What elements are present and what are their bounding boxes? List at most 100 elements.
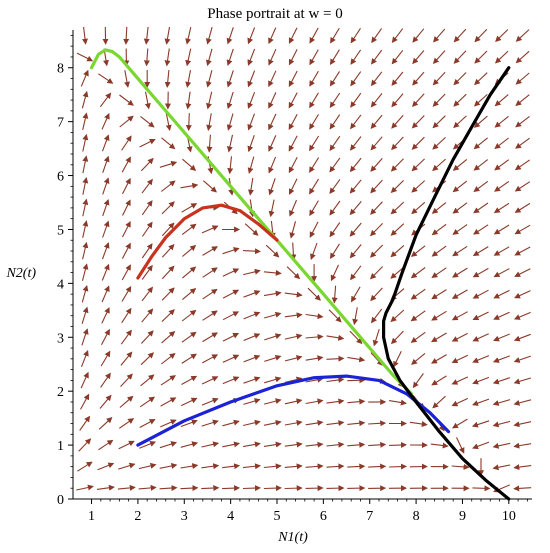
field-arrow xyxy=(141,286,154,302)
field-arrow xyxy=(284,376,303,383)
field-arrow xyxy=(159,485,178,492)
field-arrow xyxy=(326,463,345,470)
field-arrow xyxy=(81,263,89,281)
field-arrow xyxy=(100,372,111,388)
field-arrow xyxy=(82,198,89,217)
field-arrow xyxy=(101,328,110,346)
field-arrow xyxy=(119,395,134,408)
field-arrow xyxy=(305,376,324,383)
field-arrow xyxy=(453,115,467,129)
field-arrow xyxy=(432,71,446,86)
field-arrow xyxy=(268,178,276,196)
field-arrow xyxy=(102,155,110,173)
field-arrow xyxy=(242,248,261,255)
field-arrow xyxy=(347,377,366,384)
field-arrow xyxy=(182,288,197,301)
x-tick-label: 7 xyxy=(366,509,373,524)
field-arrow xyxy=(284,355,303,362)
field-arrow xyxy=(122,199,131,216)
field-arrow xyxy=(98,417,113,430)
trajectory-4 xyxy=(382,66,511,501)
field-arrow xyxy=(515,137,530,149)
field-arrow xyxy=(181,309,197,322)
chart-title: Phase portrait at w = 0 xyxy=(207,6,343,22)
field-arrow xyxy=(181,331,197,343)
field-arrow xyxy=(493,202,510,214)
y-tick-label: 3 xyxy=(57,331,64,346)
field-arrow xyxy=(330,264,339,282)
field-arrow xyxy=(206,91,213,110)
field-arrow xyxy=(139,441,157,449)
field-arrow xyxy=(140,115,155,128)
field-arrow xyxy=(117,484,136,491)
field-arrow xyxy=(201,463,220,470)
field-arrow xyxy=(393,350,402,368)
field-arrow xyxy=(161,309,175,322)
field-arrow xyxy=(141,200,153,216)
field-arrow xyxy=(160,397,177,407)
field-arrow xyxy=(494,159,510,171)
trajectory-3 xyxy=(136,374,451,447)
field-arrow xyxy=(350,265,362,281)
field-arrow xyxy=(222,485,241,492)
field-arrow xyxy=(120,373,133,387)
field-arrow xyxy=(201,225,219,234)
field-arrow xyxy=(289,199,298,217)
field-arrow xyxy=(514,290,531,299)
field-arrow xyxy=(309,221,319,238)
field-arrow xyxy=(82,133,89,152)
field-arrow xyxy=(222,419,240,427)
field-arrow xyxy=(349,179,362,194)
field-arrow xyxy=(370,71,383,87)
field-arrow xyxy=(370,158,383,172)
field-arrow xyxy=(513,311,531,320)
field-arrow xyxy=(180,419,198,428)
field-arrow xyxy=(243,398,261,405)
field-arrow xyxy=(411,136,425,150)
y-tick-label: 2 xyxy=(57,385,64,400)
field-arrow xyxy=(515,72,530,85)
field-arrow xyxy=(81,306,89,324)
x-tick-label: 8 xyxy=(413,509,420,524)
field-arrow xyxy=(101,242,110,260)
field-arrow xyxy=(371,49,383,65)
field-arrow xyxy=(309,49,319,66)
field-arrow xyxy=(492,399,511,406)
field-arrow xyxy=(263,269,282,276)
field-arrow xyxy=(329,179,341,195)
field-arrow xyxy=(513,485,532,492)
field-arrow xyxy=(138,484,157,491)
field-arrow xyxy=(453,50,467,64)
field-arrow xyxy=(411,201,426,215)
field-arrow xyxy=(263,441,282,448)
field-arrow xyxy=(494,115,509,128)
field-arrow xyxy=(431,332,447,343)
field-arrow xyxy=(472,485,491,492)
field-arrow xyxy=(139,396,156,408)
field-arrow xyxy=(472,311,489,320)
field-arrow xyxy=(226,48,234,66)
field-arrow xyxy=(391,93,404,108)
field-arrow xyxy=(160,180,176,192)
field-arrow xyxy=(102,220,110,238)
field-arrow xyxy=(247,177,254,196)
field-arrow xyxy=(452,224,468,235)
x-tick-label: 5 xyxy=(274,509,281,524)
field-arrow xyxy=(515,94,530,107)
field-arrow xyxy=(247,91,256,109)
field-arrow xyxy=(77,461,93,472)
field-arrow xyxy=(82,155,89,174)
field-arrow xyxy=(515,29,530,42)
field-arrow xyxy=(451,376,469,385)
field-arrow xyxy=(370,114,383,129)
field-arrow xyxy=(494,181,510,192)
field-arrow xyxy=(201,397,219,406)
field-arrow xyxy=(326,441,345,448)
field-arrow xyxy=(284,333,303,340)
field-arrow xyxy=(284,398,303,405)
field-arrow xyxy=(100,350,111,367)
field-arrow xyxy=(76,484,94,491)
field-arrow xyxy=(161,287,175,301)
field-arrow xyxy=(160,375,176,386)
field-arrow xyxy=(347,463,366,470)
